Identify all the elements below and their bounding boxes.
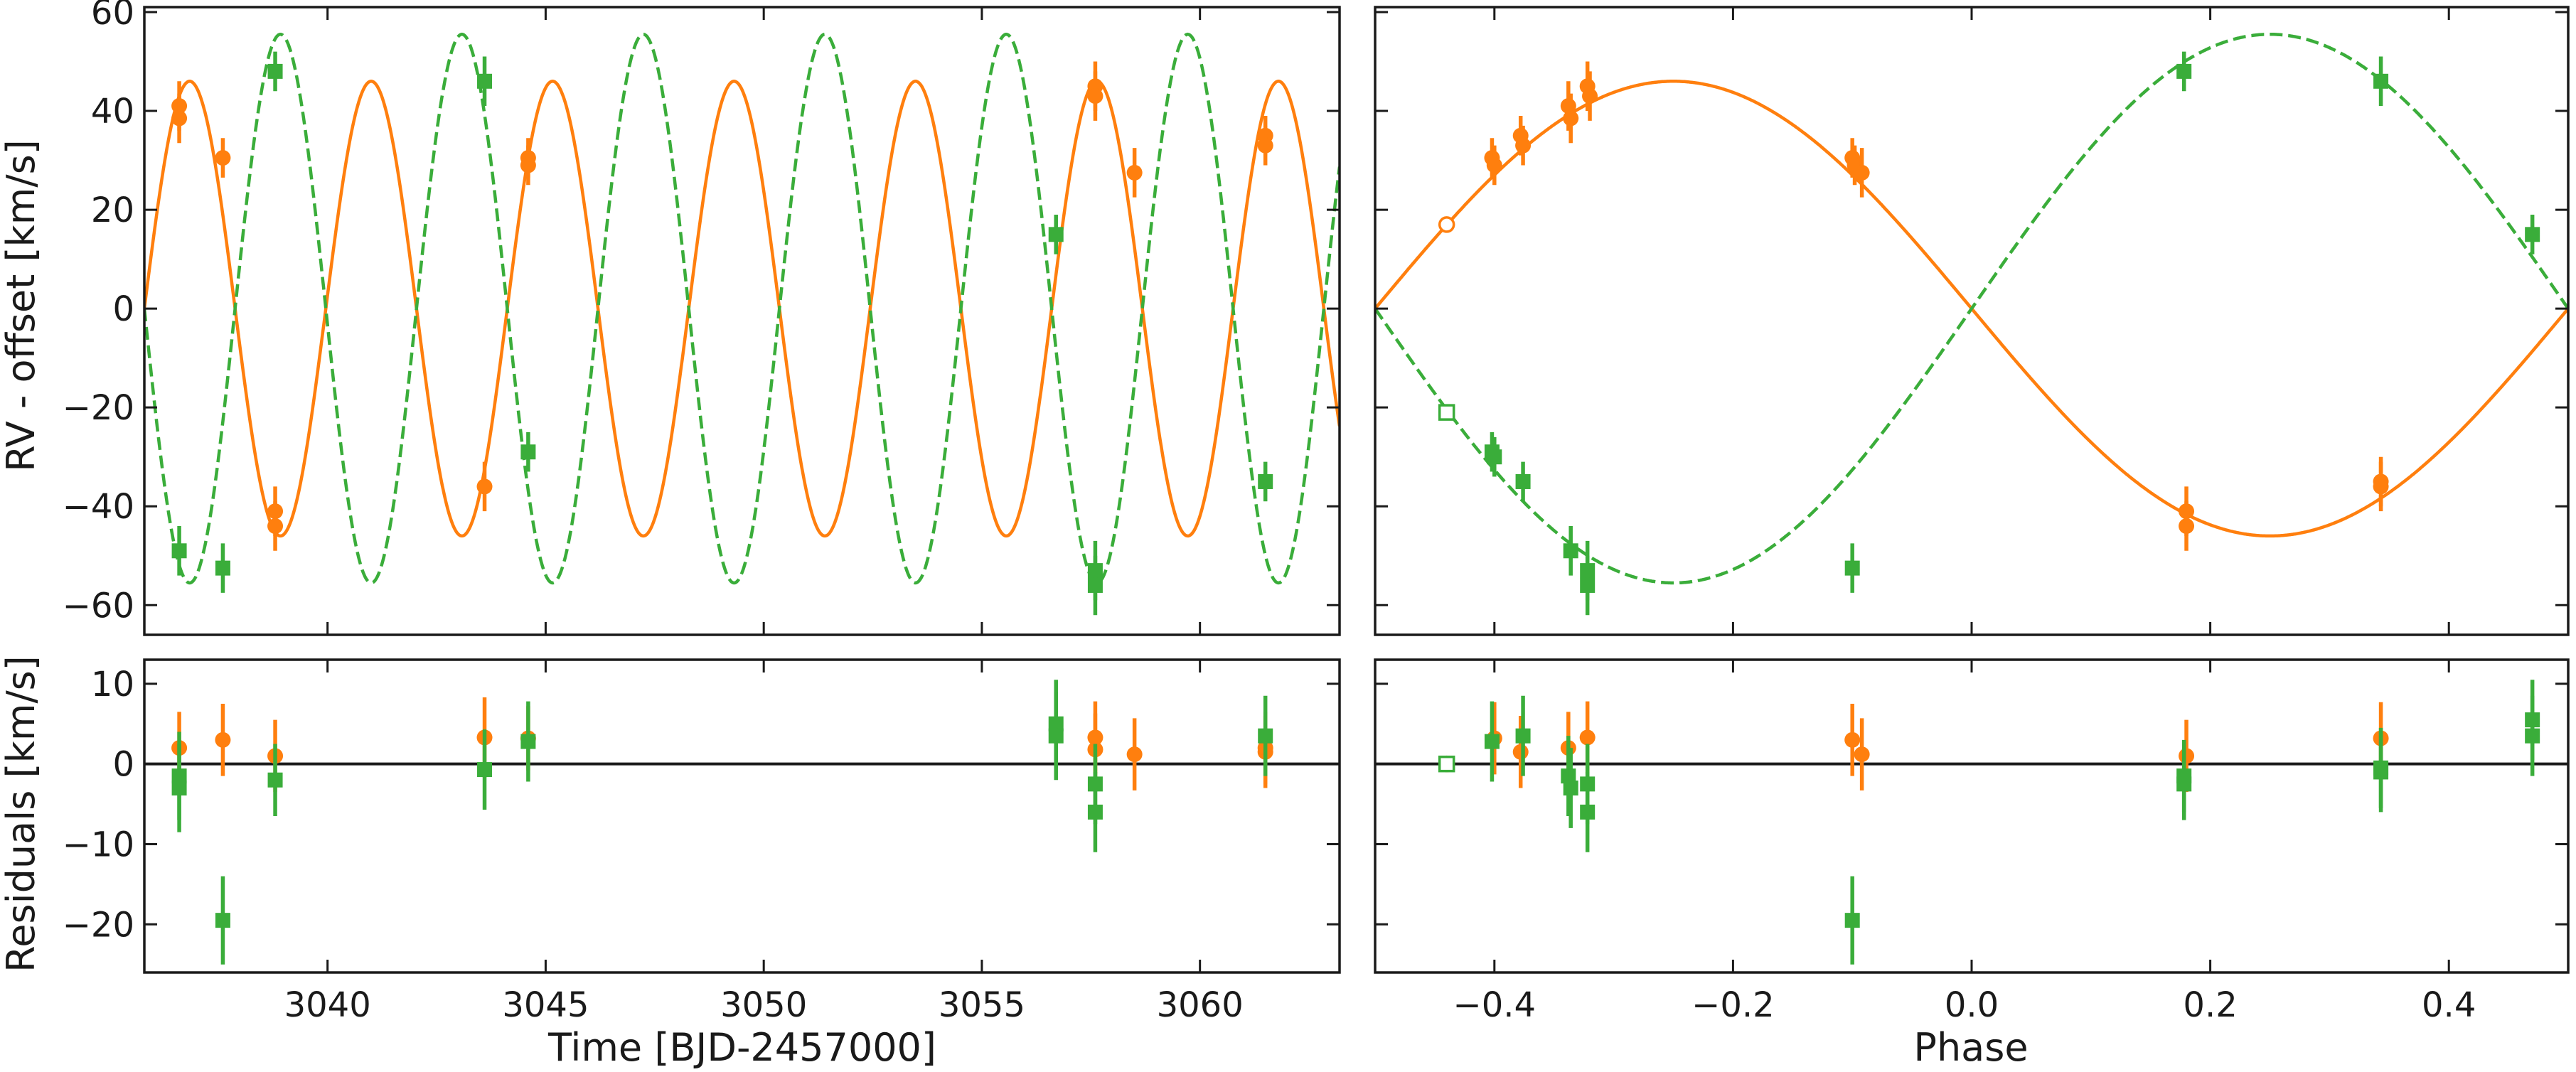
x-tick-label: 3050 (720, 985, 807, 1025)
x-tick-label: 3055 (939, 985, 1025, 1025)
y-tick-label: 40 (91, 92, 134, 132)
x-tick-label: 0.0 (1945, 985, 1999, 1025)
secondary-data-point (1580, 577, 1596, 593)
secondary-open-data-point (1438, 755, 1455, 773)
y-tick-label: −20 (63, 388, 134, 428)
y-tick-label: 20 (91, 191, 134, 230)
secondary-data-point (1515, 728, 1531, 744)
y-axis-label-residuals: Residuals [km/s] (0, 655, 43, 972)
y-tick-label: −10 (63, 825, 134, 864)
secondary-data-point (2373, 764, 2389, 780)
secondary-data-point (1484, 734, 1500, 749)
secondary-data-point (520, 734, 536, 749)
secondary-data-point (477, 762, 493, 778)
secondary-model-curve (144, 32, 1340, 585)
x-tick-label: −0.4 (1453, 985, 1536, 1025)
x-tick-label: 3040 (284, 985, 371, 1025)
secondary-data-point (171, 543, 187, 559)
primary-data-point (2179, 518, 2195, 535)
primary-data-point (1854, 746, 1870, 763)
secondary-data-point (1087, 577, 1103, 593)
secondary-data-point (2525, 712, 2540, 728)
primary-data-point (1582, 88, 1598, 104)
panel-residuals-time: 3040 3045 3050 3055 3060 −20 −10 0 10 (63, 658, 1341, 1025)
primary-data-point (215, 731, 231, 748)
axes-frame (143, 658, 1341, 974)
primary-data-point (215, 150, 231, 166)
secondary-data-point (520, 444, 536, 460)
secondary-data-point (2373, 73, 2389, 89)
secondary-data-point (1258, 473, 1273, 489)
primary-data-point (1257, 137, 1273, 154)
secondary-data-point (267, 772, 283, 788)
x-tick-label: 0.2 (2183, 985, 2237, 1025)
axes-frame (1374, 658, 2570, 974)
x-axis-label-time: Time [BJD-2457000] (547, 1025, 936, 1070)
y-tick-label: −40 (63, 487, 134, 527)
x-tick-label: 3045 (502, 985, 589, 1025)
secondary-data-point (215, 913, 230, 928)
panel-rv-phase (1374, 6, 2570, 636)
primary-data-point (2373, 473, 2389, 490)
y-tick-label: −60 (63, 586, 134, 626)
primary-data-point (476, 478, 493, 495)
secondary-open-data-point (1438, 404, 1455, 421)
primary-data-point (1126, 746, 1143, 763)
secondary-data-point (1087, 804, 1103, 820)
plot-area (1375, 32, 2568, 616)
primary-data-point (1579, 729, 1596, 746)
y-tick-label: 60 (91, 0, 134, 33)
primary-data-point (267, 518, 284, 535)
panel-residuals-phase: −0.4 −0.2 0.0 0.2 0.4 (1374, 658, 2570, 1025)
y-tick-label: −20 (63, 905, 134, 945)
x-tick-label: 3060 (1157, 985, 1244, 1025)
primary-data-point (1563, 110, 1579, 127)
primary-data-point (1844, 731, 1861, 748)
primary-data-point (1512, 744, 1529, 760)
primary-data-point (1854, 164, 1870, 181)
secondary-data-point (477, 73, 493, 89)
primary-model-curve (144, 80, 1340, 538)
axes-frame (143, 6, 1341, 636)
secondary-model-curve (1375, 32, 2568, 585)
y-tick-label: 0 (112, 745, 134, 785)
secondary-data-point (1844, 560, 1860, 576)
primary-data-point (1087, 88, 1103, 104)
x-tick-label: 0.4 (2422, 985, 2476, 1025)
y-axis-label-rv: RV - offset [km/s] (0, 139, 43, 472)
primary-data-point (1486, 157, 1502, 173)
secondary-data-point (1487, 449, 1502, 465)
secondary-data-point (215, 560, 230, 576)
x-tick-label: −0.2 (1691, 985, 1775, 1025)
plot-area (144, 32, 1340, 616)
secondary-data-point (1563, 781, 1578, 796)
panel-rv-time: −60 −40 −20 0 20 40 60 (63, 0, 1341, 636)
primary-data-point (1515, 137, 1532, 154)
secondary-data-point (1844, 913, 1860, 928)
secondary-data-point (2525, 227, 2540, 242)
secondary-data-point (1563, 543, 1578, 559)
secondary-data-point (267, 63, 283, 79)
primary-data-point (171, 110, 188, 127)
y-tick-label: 0 (112, 289, 134, 329)
y-tick-label: 10 (91, 665, 134, 704)
plot-area (144, 680, 1340, 965)
secondary-data-point (2176, 63, 2192, 79)
secondary-data-point (1048, 227, 1064, 242)
axes-frame (1374, 6, 2570, 636)
primary-data-point (520, 157, 536, 173)
secondary-data-point (1258, 728, 1273, 744)
secondary-data-point (1580, 804, 1596, 820)
primary-data-point (1126, 164, 1143, 181)
primary-data-point (2179, 748, 2195, 764)
secondary-data-point (2176, 776, 2192, 792)
primary-open-data-point (1438, 216, 1455, 233)
secondary-data-point (1515, 473, 1531, 489)
x-axis-label-phase: Phase (1913, 1025, 2028, 1070)
plot-area (1375, 680, 2568, 965)
secondary-data-point (1048, 728, 1064, 744)
secondary-data-point (171, 781, 187, 796)
